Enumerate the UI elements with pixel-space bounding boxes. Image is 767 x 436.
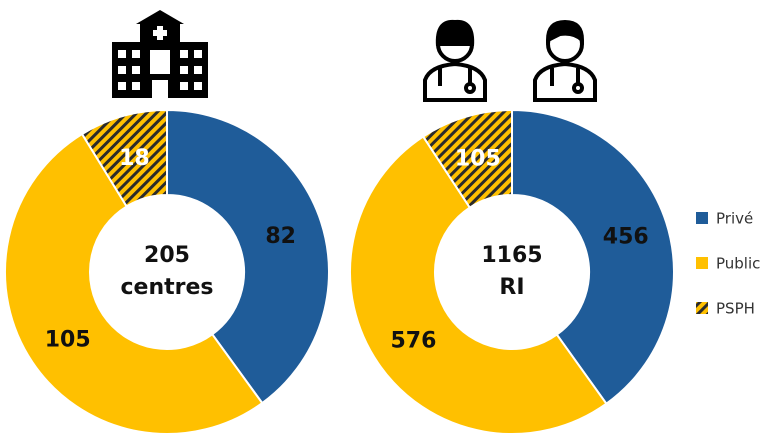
data-label: 105 <box>45 327 91 352</box>
legend-swatch <box>696 257 708 269</box>
donut-slice <box>421 108 513 209</box>
data-label: 456 <box>603 224 649 249</box>
data-label: 105 <box>455 146 501 171</box>
donut-slice <box>4 132 264 435</box>
center-label: centres <box>120 275 213 300</box>
center-label: RI <box>499 275 524 300</box>
center-label: 205 <box>144 243 190 268</box>
legend-swatch <box>696 212 708 224</box>
legend-label: Privé <box>716 210 753 228</box>
data-label: 18 <box>119 146 150 171</box>
donut-slice <box>349 135 608 435</box>
hospital-icon <box>112 10 208 98</box>
donut-slice <box>166 108 330 405</box>
legend-label: PSPH <box>716 300 755 318</box>
legend-swatch <box>696 302 708 314</box>
data-label: 82 <box>265 224 296 249</box>
doctor-icons <box>423 19 597 102</box>
legend-label: Public <box>716 255 760 273</box>
donut-slice <box>80 108 168 208</box>
donut-slice <box>511 108 675 406</box>
data-label: 576 <box>390 329 436 354</box>
center-label: 1165 <box>481 243 542 268</box>
